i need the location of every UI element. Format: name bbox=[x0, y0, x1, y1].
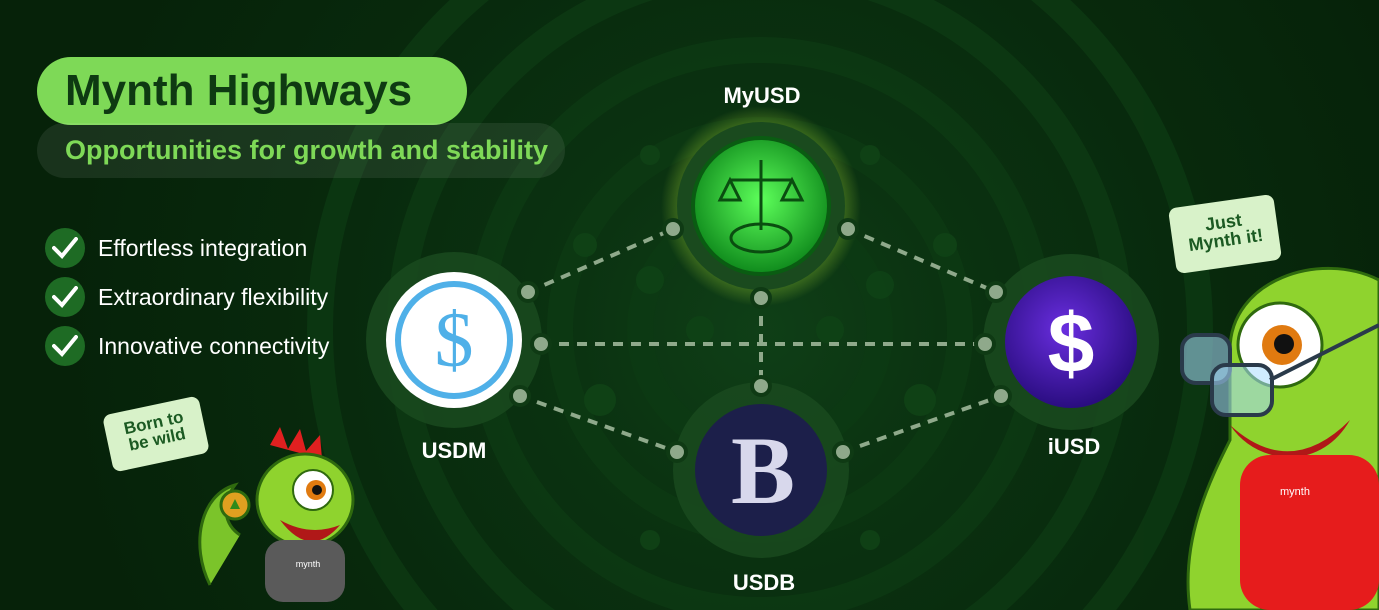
myusd-label: MyUSD bbox=[723, 83, 801, 108]
svg-text:$: $ bbox=[435, 296, 474, 383]
subtitle-text: Opportunities for growth and stability bbox=[65, 135, 548, 165]
svg-text:B: B bbox=[731, 417, 795, 524]
title-text: Mynth Highways bbox=[65, 66, 413, 115]
page-title: Mynth Highways bbox=[37, 57, 467, 125]
feature-list: Effortless integration Extraordinary fle… bbox=[45, 228, 329, 375]
feature-label: Innovative connectivity bbox=[98, 332, 330, 359]
usdb-label: USDB bbox=[732, 570, 796, 595]
chameleon-mascot-left: mynth bbox=[198, 427, 355, 602]
checkmark-icon bbox=[45, 228, 85, 268]
connection-lines bbox=[519, 227, 1002, 454]
feature-item: Effortless integration bbox=[45, 228, 329, 268]
usdm-coin: $ bbox=[366, 252, 542, 428]
shirt-text: mynth bbox=[1280, 486, 1310, 498]
usdb-coin: B bbox=[673, 382, 849, 558]
shirt-text: mynth bbox=[296, 559, 321, 569]
chameleon-mascot-right: mynth bbox=[1180, 266, 1379, 610]
feature-item: Innovative connectivity bbox=[45, 326, 329, 366]
feature-item: Extraordinary flexibility bbox=[45, 277, 329, 317]
feature-label: Effortless integration bbox=[98, 234, 308, 261]
usdm-label: USDM bbox=[421, 438, 487, 463]
svg-text:$: $ bbox=[1048, 296, 1095, 390]
iusd-label: iUSD bbox=[1047, 434, 1101, 459]
iusd-coin: $ bbox=[983, 254, 1159, 430]
checkmark-icon bbox=[45, 326, 85, 366]
myusd-coin bbox=[661, 106, 861, 306]
checkmark-icon bbox=[45, 277, 85, 317]
page-subtitle: Opportunities for growth and stability bbox=[37, 123, 565, 178]
feature-label: Extraordinary flexibility bbox=[98, 283, 329, 310]
